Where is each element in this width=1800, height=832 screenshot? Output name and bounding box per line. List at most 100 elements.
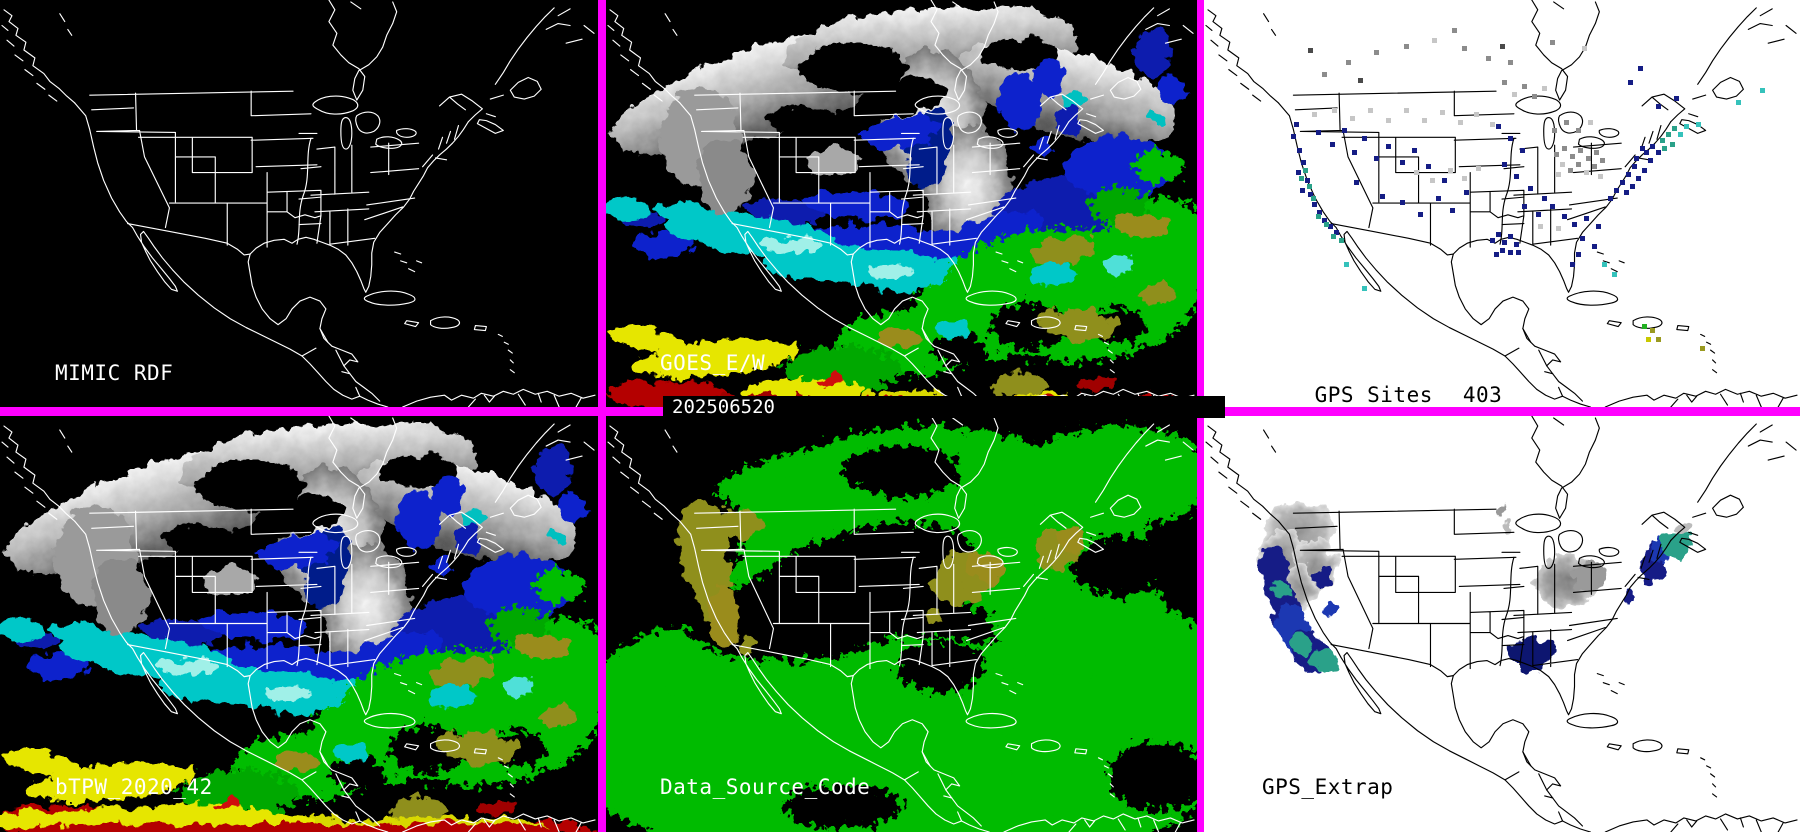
gps-sites-label: GPS Sites 403 — [1262, 356, 1502, 407]
gps-site-marker — [1500, 248, 1505, 253]
panel-goes-ew: GOES_E/W — [606, 0, 1197, 407]
panel-gps-extrap: GPS_Extrap — [1204, 416, 1800, 832]
gps-site-marker — [1660, 138, 1665, 143]
gps-site-marker — [1570, 262, 1575, 267]
timestamp: 202506520 — [672, 396, 775, 418]
btpw-label: bTPW_2020_42 — [55, 775, 213, 799]
gps-site-marker — [1339, 238, 1344, 243]
gps-site-marker — [1632, 164, 1637, 169]
gps-site-marker — [1322, 218, 1327, 223]
data-source-code-image — [606, 416, 1197, 832]
gps-site-marker — [1308, 48, 1313, 53]
gps-sites-points — [1204, 0, 1800, 407]
gps-site-marker — [1736, 100, 1741, 105]
gps-site-marker — [1678, 132, 1683, 137]
gps-site-marker — [1584, 170, 1589, 175]
gps-site-marker — [1760, 88, 1765, 93]
gps-site-marker — [1331, 234, 1336, 239]
gps-site-marker — [1598, 174, 1603, 179]
gps-site-marker — [1414, 170, 1419, 175]
gps-site-marker — [1666, 132, 1671, 137]
gps-site-marker — [1556, 172, 1561, 177]
gps-site-marker — [1516, 250, 1521, 255]
gps-site-marker — [1562, 214, 1567, 219]
gps-site-marker — [1672, 126, 1677, 131]
gps-site-marker — [1354, 180, 1359, 185]
panel-gps-sites: GPS Sites 403 — [1204, 0, 1800, 407]
gps-site-marker — [1642, 324, 1647, 329]
gps-site-marker — [1628, 80, 1633, 85]
gps-site-marker — [1311, 196, 1316, 201]
gps-site-marker — [1650, 328, 1655, 333]
gps-site-marker — [1462, 176, 1467, 181]
gps-site-marker — [1656, 104, 1661, 109]
gps-site-marker — [1508, 234, 1513, 239]
gps-site-marker — [1352, 150, 1357, 155]
gps-site-marker — [1362, 136, 1367, 141]
gps-site-marker — [1648, 158, 1653, 163]
gps-site-marker — [1514, 174, 1519, 179]
gps-site-marker — [1592, 164, 1597, 169]
gps-site-marker — [1418, 212, 1423, 217]
gps-site-marker — [1430, 178, 1435, 183]
gps-site-marker — [1582, 46, 1587, 51]
gps-site-marker — [1650, 144, 1655, 149]
gps-site-marker — [1296, 170, 1301, 175]
gps-site-marker — [1542, 86, 1547, 91]
gps-site-marker — [1576, 252, 1581, 257]
gps-site-marker — [1528, 186, 1533, 191]
gps-extrap-label: GPS_Extrap — [1262, 775, 1394, 799]
gps-extrap-map-image — [1205, 416, 1798, 832]
gps-site-marker — [1432, 38, 1437, 43]
gps-site-marker — [1596, 224, 1601, 229]
gps-site-marker — [1312, 202, 1317, 207]
gps-site-marker — [1638, 66, 1643, 71]
gps-site-marker — [1312, 112, 1317, 117]
gps-site-marker — [1602, 262, 1607, 267]
gps-site-marker — [1630, 184, 1635, 189]
gps-site-marker — [1330, 142, 1335, 147]
gps-site-marker — [1502, 80, 1507, 85]
panel-mimic-rdf: MIMIC RDF — [0, 0, 598, 407]
gps-site-marker — [1502, 162, 1507, 167]
gps-site-marker — [1350, 116, 1355, 121]
gps-site-marker — [1328, 224, 1333, 229]
gps-site-marker — [1303, 168, 1308, 173]
gps-site-marker — [1422, 118, 1427, 123]
gps-site-marker — [1578, 148, 1583, 153]
gps-site-marker — [1316, 214, 1321, 219]
gps-site-marker — [1374, 50, 1379, 55]
gps-site-marker — [1522, 204, 1527, 209]
timestamp-strip — [663, 396, 1225, 418]
gps-sites-count: 403 — [1462, 383, 1503, 407]
gps-site-marker — [1496, 232, 1501, 237]
gps-site-marker — [1362, 286, 1367, 291]
gps-site-marker — [1502, 240, 1507, 245]
gps-site-marker — [1674, 96, 1679, 101]
gps-site-marker — [1620, 180, 1625, 185]
panel-btpw: bTPW_2020_42 — [0, 416, 598, 832]
gps-site-marker — [1608, 196, 1613, 201]
gps-site-marker — [1316, 130, 1321, 135]
gps-site-marker — [1490, 238, 1495, 243]
gps-site-marker — [1536, 212, 1541, 217]
gps-site-marker — [1584, 216, 1589, 221]
gps-site-marker — [1594, 150, 1599, 155]
gps-site-marker — [1496, 124, 1501, 129]
gps-site-marker — [1612, 272, 1617, 277]
gps-site-marker — [1474, 112, 1479, 117]
gps-site-marker — [1542, 196, 1547, 201]
panel-data-source-code: Data_Source_Code — [606, 416, 1197, 832]
goes-ew-label: GOES_E/W — [660, 351, 766, 375]
gps-site-marker — [1450, 208, 1455, 213]
gps-site-marker — [1494, 252, 1499, 257]
gps-site-marker — [1520, 148, 1525, 153]
gps-site-marker — [1458, 120, 1463, 125]
gps-site-marker — [1448, 168, 1453, 173]
gps-site-marker — [1614, 188, 1619, 193]
gps-site-marker — [1305, 178, 1310, 183]
gps-site-marker — [1291, 134, 1296, 139]
gps-site-marker — [1462, 46, 1467, 51]
gps-site-marker — [1572, 222, 1577, 227]
gps-site-marker — [1576, 162, 1581, 167]
